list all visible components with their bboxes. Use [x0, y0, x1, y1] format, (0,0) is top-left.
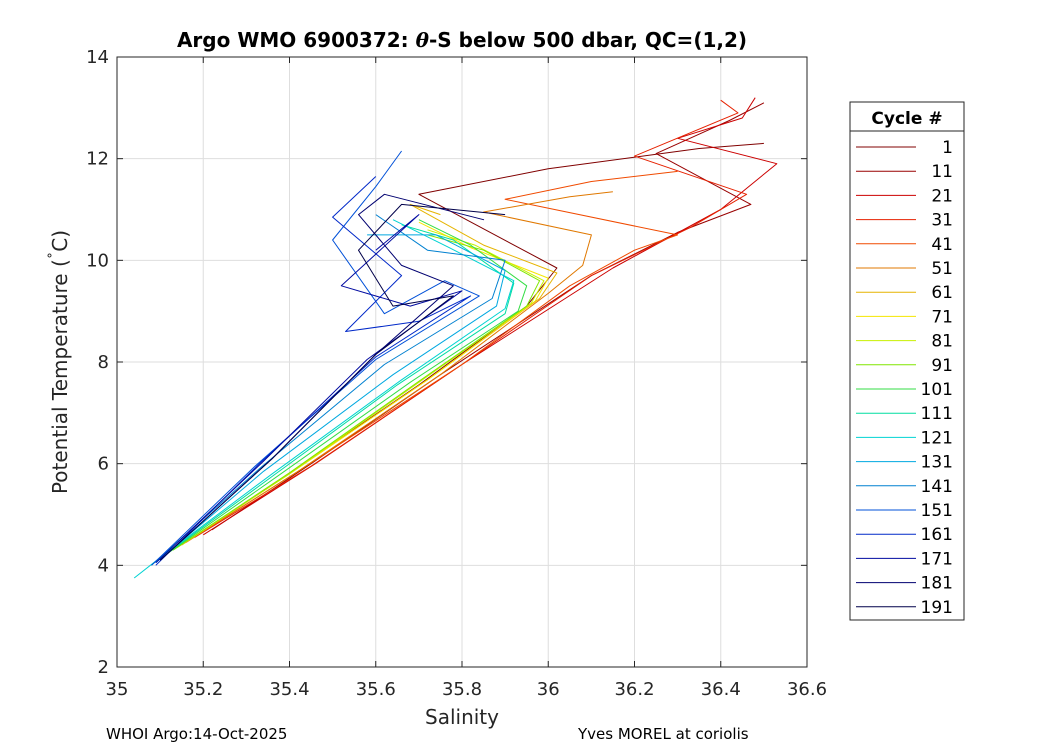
title-suffix: -S below 500 dbar, QC=(1,2): [429, 28, 747, 52]
legend-label: 141: [921, 477, 953, 497]
legend-label: 131: [921, 453, 953, 473]
legend-entry: 191: [856, 598, 953, 618]
legend-entry: 51: [856, 259, 953, 279]
legend-label: 31: [931, 211, 953, 231]
footer-credit-right: Yves MOREL at coriolis: [578, 725, 749, 743]
y-tick-label: 12: [86, 149, 109, 170]
series-line-cycle-31: [194, 99, 748, 538]
legend-label: 151: [921, 501, 953, 521]
legend-label: 101: [921, 380, 953, 400]
x-tick-label: 35: [106, 679, 129, 700]
series-line-cycle-41: [185, 170, 679, 543]
legend-entry: 121: [856, 428, 953, 448]
y-tick-label: 10: [86, 250, 109, 271]
legend-label: 41: [931, 235, 953, 255]
legend-entry: 21: [856, 186, 953, 206]
axis-ticks: 35 35.2 35.4 35.6 35.8 36 36.2 36.4 36.6 2 4 6 8 10 12…: [86, 47, 827, 700]
series-line-cycle-141: [151, 214, 506, 566]
y-label-degree: ˚: [47, 252, 65, 260]
legend-entries: 1112131415161718191101111121131141151161…: [856, 138, 953, 618]
series-line-cycle-131: [155, 234, 506, 564]
legend-entry: 11: [856, 162, 953, 182]
legend-entry: 171: [856, 549, 953, 569]
series-line-cycle-111: [164, 224, 515, 556]
y-tick-label: 6: [98, 454, 109, 475]
y-tick-label: 2: [98, 657, 109, 678]
footer-credit-left: WHOI Argo:14-Oct-2025: [106, 725, 288, 743]
legend-label: 111: [921, 404, 953, 424]
legend-title: Cycle #: [871, 109, 942, 129]
x-tick-label: 36.2: [614, 679, 654, 700]
legend-label: 191: [921, 598, 953, 618]
legend-entry: 81: [856, 332, 953, 352]
x-tick-label: 35.8: [442, 679, 482, 700]
legend-label: 71: [931, 307, 953, 327]
y-tick-label: 4: [98, 555, 109, 576]
legend-entry: 71: [856, 307, 953, 327]
legend-entry: 61: [856, 283, 953, 303]
legend-entry: 91: [856, 356, 953, 376]
x-tick-label: 35.6: [356, 679, 396, 700]
legend-entry: 31: [856, 211, 953, 231]
y-axis-label: Potential Temperature (˚C): [47, 230, 72, 494]
y-tick-label: 14: [86, 47, 109, 68]
x-tick-label: 35.4: [269, 679, 309, 700]
legend-entry: 41: [856, 235, 953, 255]
title-prefix: Argo WMO 6900372:: [177, 28, 416, 52]
y-label-end: C): [48, 230, 72, 252]
legend-label: 51: [931, 259, 953, 279]
y-label-main: Potential Temperature (: [48, 259, 72, 494]
legend-entry: 111: [856, 404, 953, 424]
legend-label: 181: [921, 574, 953, 594]
legend-label: 1: [942, 138, 953, 158]
legend-label: 11: [931, 162, 953, 182]
x-tick-label: 36: [537, 679, 560, 700]
x-tick-label: 35.2: [183, 679, 223, 700]
x-tick-label: 36.6: [787, 679, 827, 700]
legend-label: 61: [931, 283, 953, 303]
legend: Cycle # 11121314151617181911011111211311…: [849, 101, 965, 621]
legend-entry: 1: [856, 138, 953, 158]
x-axis-label: Salinity: [425, 705, 499, 729]
legend-label: 91: [931, 356, 953, 376]
series-layer: [133, 97, 778, 579]
y-tick-label: 8: [98, 352, 109, 373]
legend-entry: 161: [856, 525, 953, 545]
legend-label: 171: [921, 549, 953, 569]
series-line-cycle-191: [159, 203, 506, 561]
legend-box: [849, 101, 965, 621]
legend-label: 161: [921, 525, 953, 545]
series-line-cycle-81: [172, 229, 545, 551]
legend-label: 121: [921, 428, 953, 448]
chart-title: Argo WMO 6900372: θ-S below 500 dbar, QC…: [177, 28, 747, 52]
series-line-cycle-101: [168, 219, 528, 554]
title-theta: θ: [416, 28, 430, 52]
legend-entry: 101: [856, 380, 953, 400]
legend-entry: 181: [856, 574, 953, 594]
legend-label: 81: [931, 332, 953, 352]
legend-entry: 131: [856, 453, 953, 473]
series-line-cycle-51: [181, 191, 613, 546]
legend-entry: 151: [856, 501, 953, 521]
series-line-cycle-91: [172, 234, 541, 551]
legend-entry: 141: [856, 477, 953, 497]
x-tick-label: 36.4: [701, 679, 741, 700]
legend-label: 21: [931, 186, 953, 206]
